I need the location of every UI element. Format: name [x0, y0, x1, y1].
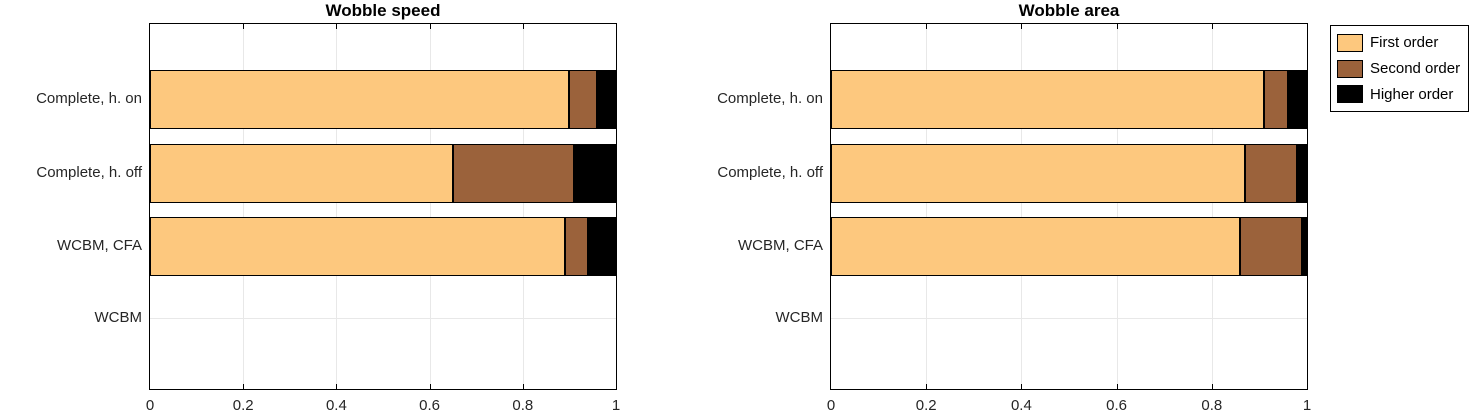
bar-segment — [597, 69, 616, 129]
x-tick-label: 0.6 — [1106, 397, 1128, 414]
bar-segment — [150, 69, 570, 129]
tick-mark — [429, 384, 431, 389]
higher-order-swatch-icon — [1337, 85, 1363, 104]
x-tick-label: 1 — [1302, 397, 1312, 414]
x-tick-label: 0.2 — [915, 397, 937, 414]
category-label: Complete, h. on — [36, 90, 142, 107]
bar-segment — [831, 69, 1265, 129]
bar-segment — [569, 69, 598, 129]
tick-mark — [1021, 24, 1023, 29]
bar-row — [831, 69, 1307, 129]
bar-segment — [831, 216, 1241, 276]
bar-row — [831, 289, 1307, 348]
category-label: Complete, h. off — [717, 164, 823, 181]
legend-label: First order — [1370, 34, 1439, 52]
gridline — [243, 24, 245, 389]
bar-segment — [574, 143, 616, 203]
legend-row: Higher order — [1337, 83, 1462, 105]
tick-mark — [926, 24, 928, 29]
x-tick-label: 0.6 — [419, 397, 441, 414]
bar-segment — [150, 216, 565, 276]
x-tick-label: 0.8 — [1201, 397, 1223, 414]
bar-segment — [1297, 143, 1307, 203]
legend-row: First order — [1337, 32, 1462, 54]
bar-segment — [564, 216, 589, 276]
tick-mark — [336, 24, 338, 29]
gridline — [926, 24, 928, 389]
tick-mark — [1211, 24, 1213, 29]
left-chart-title: Wobble speed — [325, 1, 441, 20]
bar-row — [150, 216, 616, 276]
gridline — [522, 24, 524, 389]
gridline — [831, 318, 1307, 319]
bar-segment — [1287, 69, 1307, 129]
bar-segment — [831, 143, 1246, 203]
bar-segment — [588, 216, 616, 276]
category-label: WCBM, CFA — [57, 237, 142, 254]
legend-label: Higher order — [1370, 85, 1454, 103]
bar-segment — [1240, 216, 1303, 276]
tick-mark — [336, 384, 338, 389]
bar-row — [831, 216, 1307, 276]
first-order-swatch-icon — [1337, 33, 1363, 52]
gridline — [429, 24, 431, 389]
bar-row — [831, 143, 1307, 203]
legend-label: Second order — [1370, 60, 1461, 77]
bar-segment — [1245, 143, 1298, 203]
tick-mark — [1211, 384, 1213, 389]
legend: First order Second order Higher order — [1330, 25, 1469, 112]
tick-mark — [429, 24, 431, 29]
legend-row: Second order — [1337, 58, 1462, 80]
gridline — [1116, 24, 1118, 389]
x-tick-label: 0.8 — [512, 397, 534, 414]
x-tick-label: 0.4 — [325, 397, 347, 414]
bar-row — [150, 69, 616, 129]
gridline — [1021, 24, 1023, 389]
tick-mark — [522, 24, 524, 29]
tick-mark — [243, 384, 245, 389]
bar-segment — [1264, 69, 1288, 129]
tick-mark — [1021, 384, 1023, 389]
category-label: Complete, h. off — [36, 164, 142, 181]
category-label: WCBM, CFA — [738, 237, 823, 254]
second-order-swatch-icon — [1337, 59, 1363, 78]
tick-mark — [1116, 384, 1118, 389]
category-label: WCBM — [94, 309, 143, 326]
gridline — [150, 318, 616, 319]
x-tick-label: 0 — [826, 397, 836, 414]
bar-segment — [150, 143, 453, 203]
tick-mark — [243, 24, 245, 29]
right-plot-area: Complete, h. on Complete, h. off WCBM, CFA… — [717, 23, 1311, 414]
bar-row — [150, 143, 616, 203]
category-label: Complete, h. on — [717, 90, 823, 107]
bar-row — [150, 289, 616, 348]
x-tick-label: 0.2 — [232, 397, 254, 414]
gridline — [336, 24, 338, 389]
tick-mark — [926, 384, 928, 389]
bar-segment — [1302, 216, 1307, 276]
x-tick-label: 0.4 — [1010, 397, 1032, 414]
category-label: WCBM — [775, 309, 824, 326]
tick-mark — [522, 384, 524, 389]
left-plot-area: Complete, h. on Complete, h. off WCBM, CFA… — [36, 23, 620, 414]
right-chart-title: Wobble area — [1018, 1, 1120, 20]
tick-mark — [1116, 24, 1118, 29]
x-tick-label: 1 — [611, 397, 621, 414]
bar-segment — [452, 143, 575, 203]
gridline — [1211, 24, 1213, 389]
x-tick-label: 0 — [145, 397, 155, 414]
